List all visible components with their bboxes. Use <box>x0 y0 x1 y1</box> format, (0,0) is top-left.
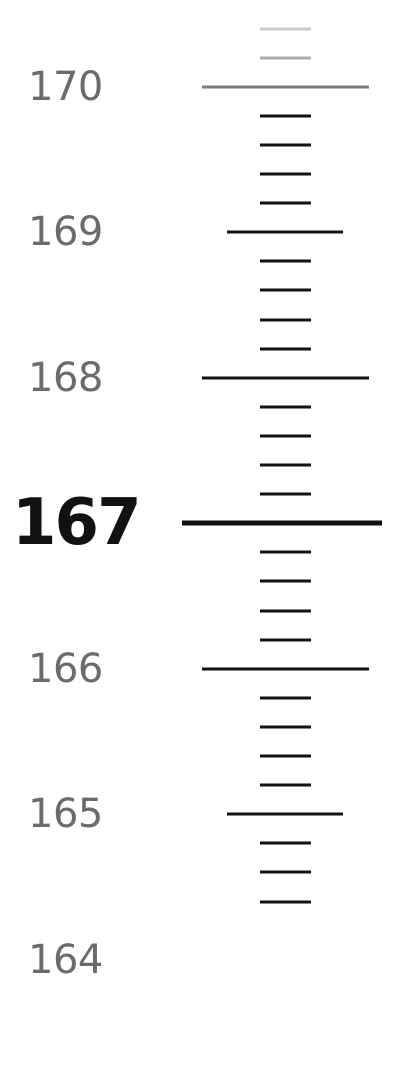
minor-tick <box>260 609 311 612</box>
minor-tick <box>260 900 311 903</box>
height-scale-label: 170 <box>28 63 103 110</box>
half-tick <box>227 812 343 816</box>
minor-tick <box>260 347 311 351</box>
minor-tick <box>260 870 311 874</box>
minor-tick <box>260 434 311 438</box>
minor-tick <box>260 638 311 642</box>
minor-tick <box>260 172 311 176</box>
major-tick <box>202 376 369 380</box>
minor-tick <box>260 550 311 554</box>
minor-tick <box>260 201 311 205</box>
minor-tick <box>260 492 311 496</box>
height-scale-label: 166 <box>28 645 103 692</box>
selected-height-value: 167 <box>12 486 142 561</box>
minor-tick <box>260 579 311 583</box>
height-scale-label: 168 <box>28 354 103 401</box>
minor-tick <box>260 259 311 263</box>
minor-tick <box>260 754 311 758</box>
minor-tick <box>260 405 311 409</box>
half-tick <box>227 230 343 234</box>
minor-tick <box>260 725 311 729</box>
minor-tick <box>260 143 311 147</box>
minor-tick <box>260 114 311 118</box>
height-scale-label: 169 <box>28 209 103 256</box>
minor-tick <box>260 696 311 700</box>
selected-height-tick <box>182 520 382 526</box>
minor-tick <box>260 841 311 845</box>
height-scale-label: 165 <box>28 791 103 838</box>
minor-tick <box>260 463 311 467</box>
minor-tick <box>260 783 311 787</box>
minor-tick <box>260 56 311 60</box>
minor-tick <box>260 288 311 292</box>
minor-tick <box>260 318 311 321</box>
major-tick <box>202 85 369 89</box>
minor-tick <box>260 27 311 30</box>
major-tick <box>202 667 369 671</box>
height-scale-label: 164 <box>28 936 103 983</box>
